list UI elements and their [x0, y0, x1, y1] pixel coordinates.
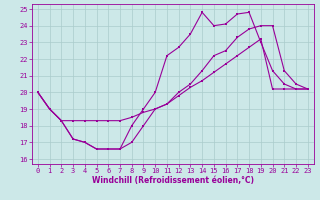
- X-axis label: Windchill (Refroidissement éolien,°C): Windchill (Refroidissement éolien,°C): [92, 176, 254, 185]
